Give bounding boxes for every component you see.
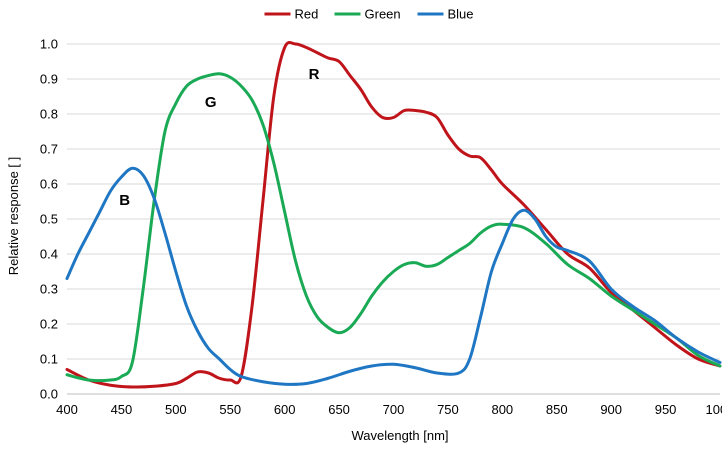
y-tick-label: 0.4 <box>40 247 58 262</box>
x-tick-label: 500 <box>165 402 187 417</box>
y-tick-label: 0.9 <box>40 72 58 87</box>
y-tick-label: 0.5 <box>40 212 58 227</box>
x-tick-label: 800 <box>491 402 513 417</box>
curve-annotations: R G B <box>119 66 319 209</box>
x-tick-label: 650 <box>328 402 350 417</box>
legend-label-blue: Blue <box>448 7 474 22</box>
y-tick-label: 0.1 <box>40 352 58 367</box>
x-tick-label: 700 <box>383 402 405 417</box>
y-tick-label: 1.0 <box>40 37 58 52</box>
annotation-r: R <box>309 66 320 83</box>
y-tick-label: 0.7 <box>40 142 58 157</box>
y-tick-label: 0.0 <box>40 387 58 402</box>
x-tick-label: 1000 <box>706 402 722 417</box>
x-tick-label: 400 <box>56 402 78 417</box>
legend-label-red: Red <box>295 7 319 22</box>
grid-lines <box>67 43 720 360</box>
legend: Red Green Blue <box>264 7 474 22</box>
annotation-b: B <box>119 192 130 209</box>
y-axis-title: Relative response [ ] <box>6 157 21 276</box>
series-line-green <box>65 72 722 383</box>
x-tick-label: 450 <box>111 402 133 417</box>
x-tick-label: 850 <box>546 402 568 417</box>
series-line-blue <box>65 166 722 386</box>
x-tick-label: 900 <box>600 402 622 417</box>
y-tick-labels: 0.0 0.1 0.2 0.3 0.4 0.5 0.6 0.7 0.8 0.9 1.0 <box>40 37 58 402</box>
series-line-red <box>65 40 722 389</box>
x-tick-labels: 400 450 500 550 600 650 700 750 800 850 900 950 1000 <box>56 402 722 417</box>
legend-label-green: Green <box>365 7 401 22</box>
y-tick-label: 0.2 <box>40 317 58 332</box>
y-tick-label: 0.8 <box>40 107 58 122</box>
x-tick-label: 950 <box>655 402 677 417</box>
y-tick-label: 0.6 <box>40 177 58 192</box>
x-axis-title: Wavelength [nm] <box>351 428 448 443</box>
x-tick-label: 600 <box>274 402 296 417</box>
x-tick-label: 550 <box>219 402 241 417</box>
series-lines <box>65 40 722 389</box>
x-tick-label: 750 <box>437 402 459 417</box>
y-tick-label: 0.3 <box>40 282 58 297</box>
annotation-g: G <box>205 94 217 111</box>
